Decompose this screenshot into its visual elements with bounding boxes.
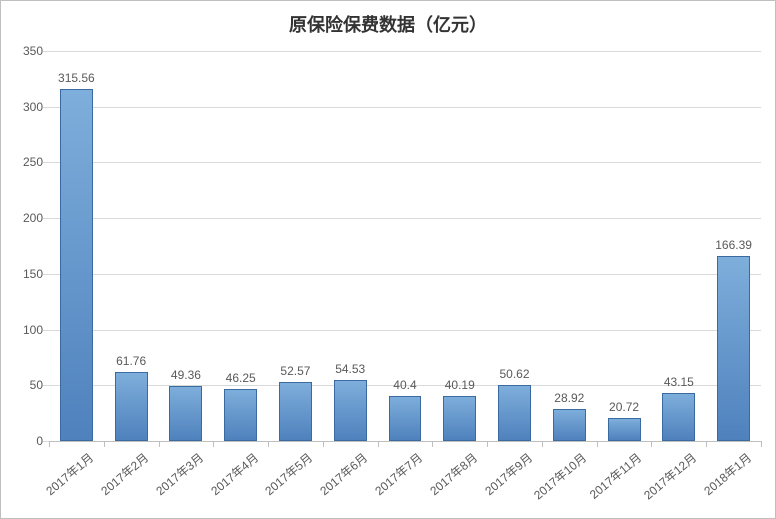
data-label: 40.19 xyxy=(445,378,475,396)
bar-fill xyxy=(443,396,476,441)
y-tick-label: 0 xyxy=(36,434,49,448)
bar: 43.15 xyxy=(662,393,695,441)
x-tick-label: 2017年9月 xyxy=(471,449,536,507)
bar-fill xyxy=(60,89,93,441)
data-label: 20.72 xyxy=(609,400,639,418)
y-tick-label: 200 xyxy=(23,211,49,225)
bar: 166.39 xyxy=(717,256,750,441)
x-tick xyxy=(49,441,50,447)
x-tick xyxy=(378,441,379,447)
bar: 54.53 xyxy=(334,380,367,441)
bar: 46.25 xyxy=(224,389,257,441)
bar-fill xyxy=(662,393,695,441)
bars-layer: 315.56 61.76 49.36 46.25 52.57 54.53 40.4 40.19… xyxy=(49,51,761,441)
x-tick-label: 2017年1月 xyxy=(33,449,98,507)
bar: 49.36 xyxy=(169,386,202,441)
bar: 40.4 xyxy=(389,396,422,441)
x-tick xyxy=(104,441,105,447)
y-tick-label: 350 xyxy=(23,44,49,58)
plot-area: 050100150200250300350 315.5661.7649.3646… xyxy=(49,51,761,441)
data-label: 46.25 xyxy=(226,371,256,389)
x-tick-label: 2018年1月 xyxy=(690,449,755,507)
bar-fill xyxy=(498,385,531,441)
x-tick xyxy=(487,441,488,447)
data-label: 52.57 xyxy=(280,364,310,382)
bar-fill xyxy=(279,382,312,441)
x-tick-label: 2017年5月 xyxy=(252,449,317,507)
y-tick-label: 250 xyxy=(23,155,49,169)
bar-fill xyxy=(608,418,641,441)
x-tick xyxy=(213,441,214,447)
bar-fill xyxy=(224,389,257,441)
x-tick xyxy=(542,441,543,447)
x-tick-label: 2017年2月 xyxy=(88,449,153,507)
bar-fill xyxy=(553,409,586,441)
x-tick-label: 2017年8月 xyxy=(416,449,481,507)
data-label: 28.92 xyxy=(554,391,584,409)
x-tick-label: 2017年12月 xyxy=(635,449,700,507)
bar-fill xyxy=(115,372,148,441)
data-label: 54.53 xyxy=(335,362,365,380)
chart-container: 原保险保费数据（亿元） 0 50 100 150 200 250 300 350 315.56… xyxy=(0,0,776,519)
x-tick-label: 2017年7月 xyxy=(361,449,426,507)
x-tick xyxy=(761,441,762,447)
bar: 52.57 xyxy=(279,382,312,441)
x-tick xyxy=(268,441,269,447)
data-label: 49.36 xyxy=(171,368,201,386)
bar: 20.72 xyxy=(608,418,641,441)
y-tick-label: 50 xyxy=(30,378,49,392)
x-tick-label: 2017年3月 xyxy=(142,449,207,507)
bar: 50.62 xyxy=(498,385,531,441)
x-tick-label: 2017年6月 xyxy=(307,449,372,507)
bar-fill xyxy=(717,256,750,441)
x-tick xyxy=(323,441,324,447)
bar-fill xyxy=(169,386,202,441)
bar: 40.19 xyxy=(443,396,476,441)
data-label: 61.76 xyxy=(116,354,146,372)
bar: 28.92 xyxy=(553,409,586,441)
data-label: 315.56 xyxy=(58,71,95,89)
y-tick-label: 100 xyxy=(23,323,49,337)
data-label: 40.4 xyxy=(393,378,416,396)
bar-fill xyxy=(334,380,367,441)
x-tick xyxy=(651,441,652,447)
x-tick-label: 2017年4月 xyxy=(197,449,262,507)
chart-title: 原保险保费数据（亿元） xyxy=(1,11,775,37)
data-label: 50.62 xyxy=(500,367,530,385)
y-tick-label: 300 xyxy=(23,100,49,114)
grid-line xyxy=(49,441,761,442)
x-tick-label: 2017年11月 xyxy=(580,449,645,507)
x-tick xyxy=(432,441,433,447)
x-tick xyxy=(597,441,598,447)
x-tick xyxy=(706,441,707,447)
y-tick-label: 150 xyxy=(23,267,49,281)
x-tick xyxy=(159,441,160,447)
data-label: 166.39 xyxy=(715,238,752,256)
data-label: 43.15 xyxy=(664,375,694,393)
x-tick-label: 2017年10月 xyxy=(526,449,591,507)
bar: 315.56 xyxy=(60,89,93,441)
bar-fill xyxy=(389,396,422,441)
bar: 61.76 xyxy=(115,372,148,441)
